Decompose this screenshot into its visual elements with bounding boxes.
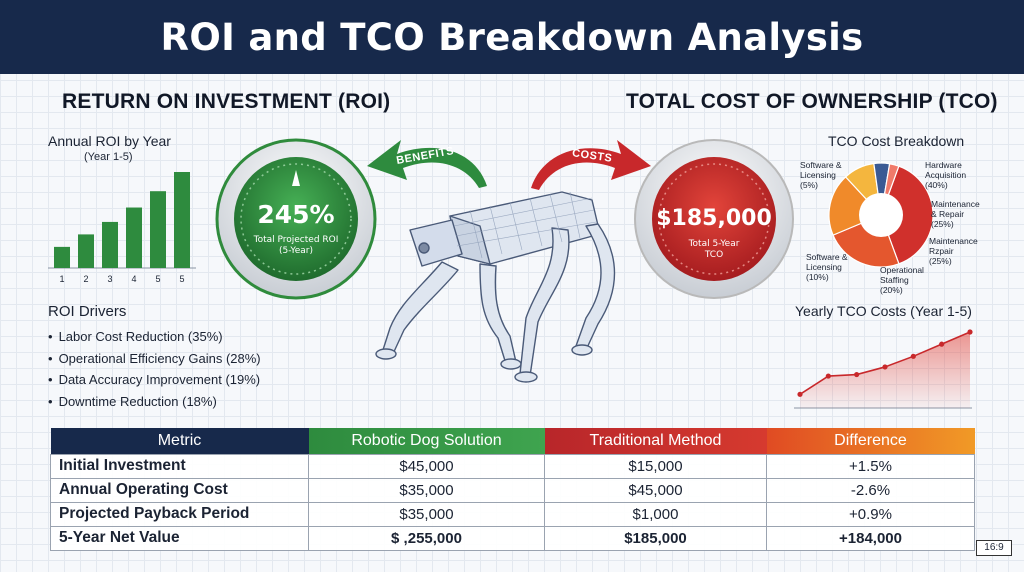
- donut-label-maintenance-a: Maintenance & Repair (25%): [931, 199, 980, 229]
- tco-breakdown-title: TCO Cost Breakdown: [828, 133, 965, 149]
- title-banner: ROI and TCO Breakdown Analysis: [0, 0, 1024, 74]
- donut-segment: [880, 165, 934, 265]
- tco-point: [910, 353, 916, 359]
- roi-gauge-period: (5-Year): [279, 246, 313, 256]
- tco-point: [882, 364, 888, 370]
- roi-driver-item: Data Accuracy Improvement (19%): [48, 369, 261, 391]
- page-title: ROI and TCO Breakdown Analysis: [160, 15, 864, 59]
- tco-gauge-label: Total 5-Year: [688, 239, 740, 249]
- tco-gauge-value: $185,000: [656, 206, 772, 231]
- tco-point: [797, 391, 803, 397]
- tco-point: [854, 371, 860, 378]
- aspect-ratio-badge: 16:9: [976, 540, 1012, 556]
- roi-gauge: [215, 138, 377, 300]
- annual-roi-subtitle: (Year 1-5): [84, 151, 133, 163]
- roi-bar-label: 4: [131, 274, 136, 284]
- roi-bar-label: 2: [83, 274, 88, 284]
- comparison-table: Metric Robotic Dog Solution Traditional …: [50, 428, 975, 551]
- annual-roi-title: Annual ROI by Year: [48, 133, 171, 149]
- tco-gauge: [634, 139, 794, 299]
- donut-label-maintenance-b: Maintenance Rzpair (25%): [929, 236, 978, 266]
- donut-label-hardware: Hardware Acquisition (40%): [925, 160, 967, 190]
- roi-driver-item: Downtime Reduction (18%): [48, 391, 261, 413]
- roi-driver-item: Labor Cost Reduction (35%): [48, 326, 261, 348]
- roi-bar: [78, 234, 94, 268]
- roi-bar-label: 5: [179, 274, 184, 284]
- roi-bar: [102, 221, 118, 268]
- annual-roi-bar-chart: 1 2 3 4 5 5: [48, 172, 196, 284]
- donut-label-software-bottom: Software & Licensing (10%): [806, 252, 848, 282]
- tco-heading: TOTAL COST OF OWNERSHIP (TCO): [626, 90, 998, 113]
- yearly-tco-chart: [794, 329, 973, 409]
- roi-heading: RETURN ON INVESTMENT (ROI): [62, 90, 391, 113]
- roi-bar-label: 1: [59, 274, 64, 284]
- benefits-arrow: [367, 140, 487, 188]
- roi-gauge-value: 245%: [257, 200, 335, 229]
- table-row: Projected Payback Period $35,000 $1,000 …: [50, 501, 975, 527]
- table-header-metric: Metric: [50, 428, 309, 454]
- table-row: Annual Operating Cost $35,000 $45,000 -2…: [50, 477, 975, 503]
- roi-drivers-list: Labor Cost Reduction (35%) Operational E…: [48, 326, 261, 412]
- donut-label-software-top: Software & Licensing (5%): [800, 160, 842, 190]
- roi-drivers-title: ROI Drivers: [48, 303, 127, 320]
- tco-point: [967, 329, 973, 335]
- tco-gauge-period: TCO: [704, 250, 724, 260]
- roi-driver-item: Operational Efficiency Gains (28%): [48, 348, 261, 370]
- donut-segment: [828, 176, 883, 236]
- roi-bar: [126, 207, 142, 268]
- roi-bar-label: 3: [107, 274, 112, 284]
- table-header-difference: Difference: [766, 428, 975, 454]
- tco-point: [825, 373, 831, 379]
- roi-gauge-label: Total Projected ROI: [253, 235, 339, 245]
- roi-bar-label: 5: [155, 274, 160, 284]
- table-header-traditional: Traditional Method: [544, 428, 767, 454]
- costs-arrow: [531, 140, 651, 190]
- table-row: 5-Year Net Value $ ,255,000 $185,000 +18…: [50, 525, 975, 551]
- gauge-needle: [292, 170, 300, 186]
- tco-point: [939, 341, 945, 347]
- yearly-tco-title: Yearly TCO Costs (Year 1-5): [795, 303, 972, 319]
- tco-donut-chart: [828, 162, 934, 268]
- roi-bar: [54, 246, 70, 268]
- table-row: Initial Investment $45,000 $15,000 +1.5%: [50, 453, 975, 479]
- robot-dog-illustration: [375, 191, 616, 383]
- table-header-robotic: Robotic Dog Solution: [308, 428, 545, 454]
- roi-bar: [174, 172, 190, 268]
- donut-label-staffing: Operational Staffing (20%): [880, 265, 924, 295]
- roi-bar: [150, 191, 166, 268]
